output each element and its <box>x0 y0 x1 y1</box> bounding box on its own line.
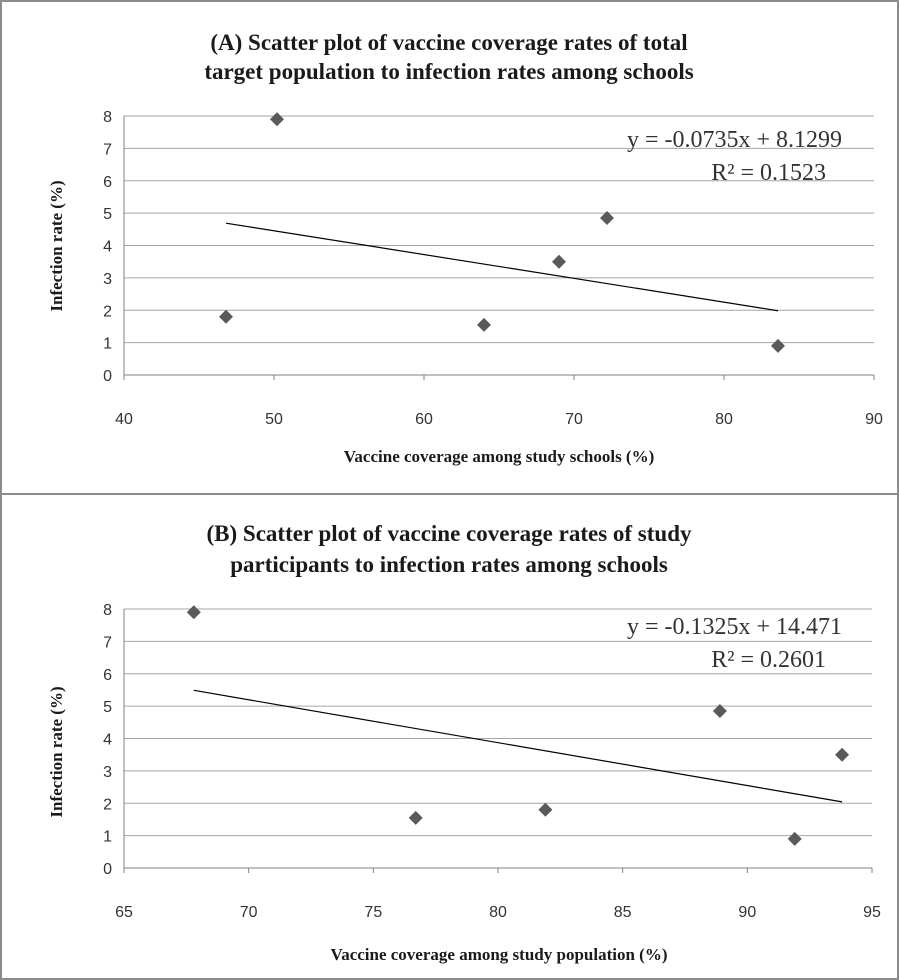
chart-a-x-tick-label: 80 <box>715 411 733 428</box>
chart-b-x-tick-label: 70 <box>240 904 258 921</box>
chart-a-panel: (A) Scatter plot of vaccine coverage rat… <box>0 0 899 495</box>
chart-b-grid: 0 1 2 3 4 5 6 7 8 65 70 75 80 85 90 95 <box>103 602 881 921</box>
chart-a-data-point <box>270 112 284 127</box>
chart-b-trendline <box>193 689 843 803</box>
chart-b-equation: y = -0.1325x + 14.471 <box>627 614 842 640</box>
chart-a-marks <box>219 112 785 353</box>
chart-b-data-point <box>712 703 727 718</box>
chart-a-y-tick-label: 6 <box>103 174 112 191</box>
chart-a-equation: y = -0.0735x + 8.1299 <box>627 127 842 153</box>
chart-b-y-tick-label: 6 <box>103 667 112 684</box>
chart-b-x-tick-label: 85 <box>614 904 632 921</box>
chart-b-y-axis-title: Infection rate (%) <box>47 686 66 817</box>
chart-b: (B) Scatter plot of vaccine coverage rat… <box>47 521 881 964</box>
chart-a-title-line-1: (A) Scatter plot of vaccine coverage rat… <box>210 30 687 55</box>
chart-b-x-axis-title: Vaccine coverage among study population … <box>330 945 667 964</box>
chart-b-data-point <box>787 831 802 846</box>
chart-b-y-tick-label: 3 <box>103 764 112 781</box>
chart-a-y-tick-label: 2 <box>103 303 112 320</box>
chart-a-data-point <box>771 338 785 353</box>
chart-a-x-tick-label: 40 <box>115 411 133 428</box>
chart-a-y-tick-label: 5 <box>103 206 112 223</box>
chart-a-data-point <box>600 210 614 225</box>
chart-a-x-tick-label: 50 <box>265 411 283 428</box>
chart-a-x-tick-label: 70 <box>565 411 583 428</box>
chart-b-y-tick-label: 7 <box>103 634 112 651</box>
chart-b-y-tick-label: 8 <box>103 602 112 619</box>
chart-b-x-tick-label: 90 <box>738 904 756 921</box>
chart-b-title-line-2: participants to infection rates among sc… <box>230 552 668 577</box>
chart-a-y-tick-label: 3 <box>103 271 112 288</box>
chart-b-title-line-1: (B) Scatter plot of vaccine coverage rat… <box>207 521 692 546</box>
chart-a-trendline <box>225 222 779 312</box>
chart-a-y-tick-label: 0 <box>103 368 112 385</box>
chart-a-x-tick-label: 90 <box>865 411 883 428</box>
chart-a-grid: 0 1 2 3 4 5 6 7 8 40 50 60 70 80 90 <box>103 109 883 428</box>
chart-a-y-tick-label: 1 <box>103 336 112 353</box>
chart-b-y-tick-label: 4 <box>103 732 112 749</box>
chart-b-y-tick-label: 1 <box>103 829 112 846</box>
chart-a-y-tick-label: 4 <box>103 239 112 256</box>
chart-a-data-point <box>477 317 491 332</box>
chart-b-x-tick-label: 75 <box>364 904 382 921</box>
chart-b-panel: (B) Scatter plot of vaccine coverage rat… <box>0 493 899 980</box>
chart-a-data-point <box>219 309 233 324</box>
chart-b-x-tick-label: 95 <box>863 904 881 921</box>
chart-a-x-axis-title: Vaccine coverage among study schools (%) <box>344 447 655 466</box>
chart-b-r-squared: R² = 0.2601 <box>711 647 826 673</box>
chart-a-x-tick-label: 60 <box>415 411 433 428</box>
chart-a-y-tick-label: 7 <box>103 141 112 158</box>
chart-b-y-tick-label: 0 <box>103 861 112 878</box>
chart-a-y-axis-title: Infection rate (%) <box>47 180 66 311</box>
chart-b-data-point <box>186 605 201 620</box>
chart-b-data-point <box>835 747 850 762</box>
chart-b-x-tick-label: 80 <box>489 904 507 921</box>
chart-a-data-point <box>552 254 566 269</box>
chart-a-r-squared: R² = 0.1523 <box>711 160 826 186</box>
chart-b-data-point <box>408 810 423 825</box>
chart-b-data-point <box>538 802 553 817</box>
chart-a-y-tick-label: 8 <box>103 109 112 126</box>
chart-b-marks <box>186 605 850 846</box>
chart-a: (A) Scatter plot of vaccine coverage rat… <box>47 30 883 466</box>
chart-a-title-line-2: target population to infection rates amo… <box>204 59 693 84</box>
chart-b-y-tick-label: 5 <box>103 699 112 716</box>
chart-b-x-tick-label: 65 <box>115 904 133 921</box>
chart-b-y-tick-label: 2 <box>103 796 112 813</box>
